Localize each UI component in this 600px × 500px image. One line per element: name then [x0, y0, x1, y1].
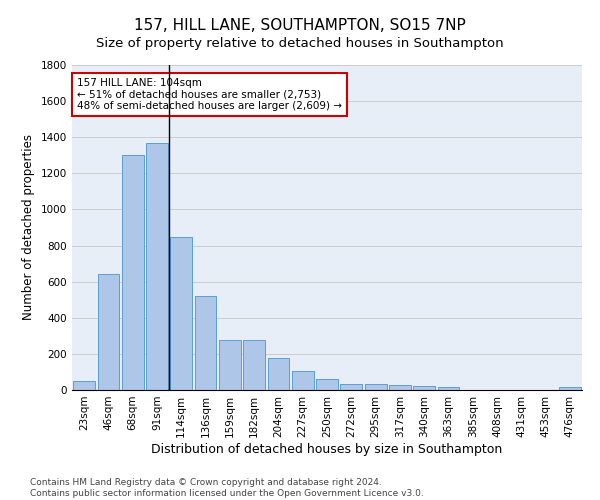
Bar — [268, 358, 289, 390]
Y-axis label: Number of detached properties: Number of detached properties — [22, 134, 35, 320]
X-axis label: Distribution of detached houses by size in Southampton: Distribution of detached houses by size … — [151, 442, 503, 456]
Bar — [146, 142, 168, 390]
Bar — [122, 156, 143, 390]
Bar — [559, 388, 581, 390]
Bar — [292, 371, 314, 390]
Bar — [437, 388, 460, 390]
Text: 157 HILL LANE: 104sqm
← 51% of detached houses are smaller (2,753)
48% of semi-d: 157 HILL LANE: 104sqm ← 51% of detached … — [77, 78, 342, 111]
Bar — [194, 296, 217, 390]
Bar — [170, 238, 192, 390]
Bar — [413, 386, 435, 390]
Bar — [219, 340, 241, 390]
Text: Contains HM Land Registry data © Crown copyright and database right 2024.
Contai: Contains HM Land Registry data © Crown c… — [30, 478, 424, 498]
Text: 157, HILL LANE, SOUTHAMPTON, SO15 7NP: 157, HILL LANE, SOUTHAMPTON, SO15 7NP — [134, 18, 466, 32]
Bar — [389, 384, 411, 390]
Bar — [97, 274, 119, 390]
Bar — [365, 384, 386, 390]
Bar — [316, 379, 338, 390]
Bar — [243, 340, 265, 390]
Bar — [340, 384, 362, 390]
Text: Size of property relative to detached houses in Southampton: Size of property relative to detached ho… — [96, 38, 504, 51]
Bar — [73, 381, 95, 390]
